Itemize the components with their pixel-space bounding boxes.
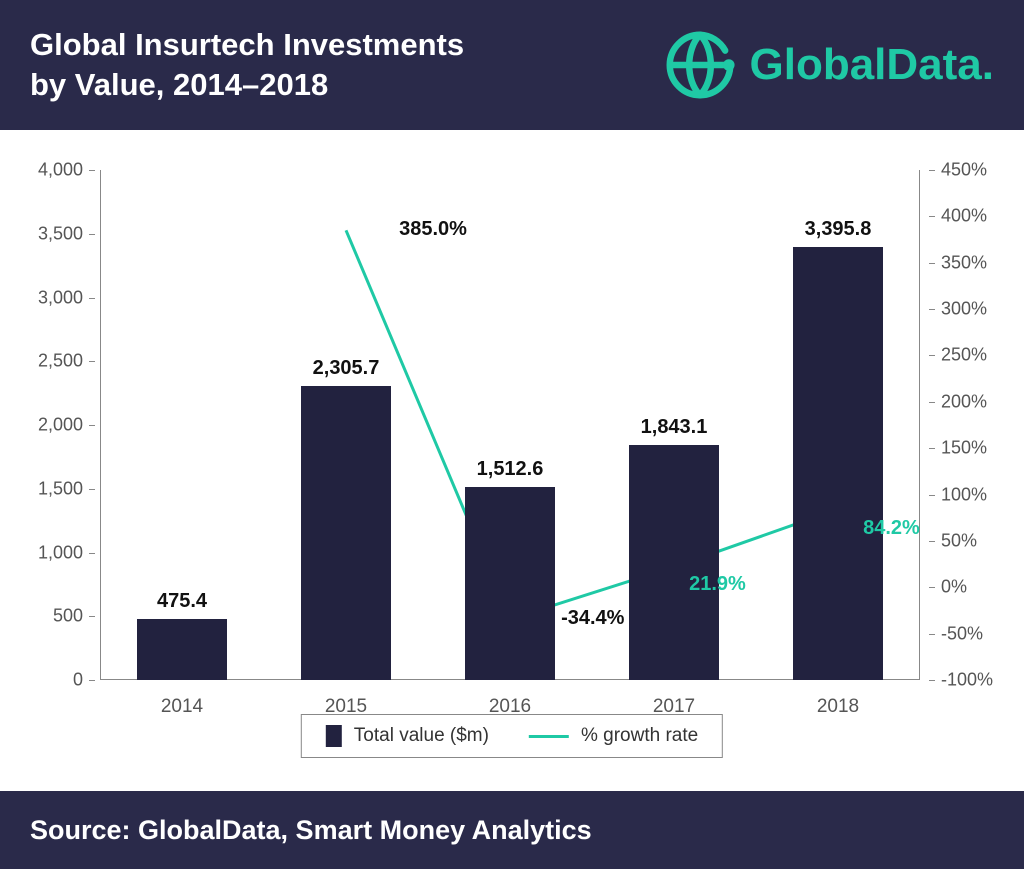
axis-right-line [919, 170, 920, 680]
logo-text: GlobalData. [750, 40, 995, 90]
y-right-tick: 350% [941, 252, 987, 273]
x-category-label: 2016 [489, 680, 531, 718]
bar-value-label: 3,395.8 [805, 218, 872, 247]
bar-value-label: 475.4 [157, 590, 207, 619]
y-left-tick: 3,000 [38, 287, 83, 308]
y-left-tick: 2,000 [38, 415, 83, 436]
source-text: Source: GlobalData, Smart Money Analytic… [30, 815, 592, 846]
legend-line-label: % growth rate [581, 725, 698, 747]
y-right-tick: -50% [941, 623, 983, 644]
chart-title: Global Insurtech Investments by Value, 2… [30, 25, 464, 106]
bar [465, 487, 555, 680]
header-bar: Global Insurtech Investments by Value, 2… [0, 0, 1024, 130]
plot-area: 475.420142,305.72015385.0%1,512.62016-34… [100, 170, 920, 680]
y-left-tick: 500 [53, 606, 83, 627]
growth-value-label: -34.4% [561, 607, 624, 630]
bar [629, 445, 719, 680]
bar-value-label: 1,843.1 [641, 416, 708, 445]
footer-bar: Source: GlobalData, Smart Money Analytic… [0, 791, 1024, 869]
bar [137, 619, 227, 680]
y-left-tick: 2,500 [38, 351, 83, 372]
y-axis-right: -100%-50%0%50%100%150%200%250%300%350%40… [929, 170, 1024, 680]
bar [793, 247, 883, 680]
y-right-tick: 0% [941, 577, 967, 598]
x-category-label: 2017 [653, 680, 695, 718]
growth-value-label: 21.9% [689, 573, 746, 596]
y-right-tick: 400% [941, 206, 987, 227]
y-left-tick: 1,000 [38, 542, 83, 563]
globe-icon [664, 29, 736, 101]
y-left-tick: 3,500 [38, 223, 83, 244]
y-right-tick: 200% [941, 391, 987, 412]
y-left-tick: 0 [73, 670, 83, 691]
y-right-tick: 250% [941, 345, 987, 366]
y-right-tick: 450% [941, 160, 987, 181]
growth-value-label: 385.0% [399, 218, 467, 241]
legend-item-line: % growth rate [529, 725, 698, 747]
y-right-tick: -100% [941, 670, 993, 691]
y-right-tick: 50% [941, 530, 977, 551]
infographic-container: Global Insurtech Investments by Value, 2… [0, 0, 1024, 869]
title-line-2: by Value, 2014–2018 [30, 67, 328, 102]
growth-value-label: 84.2% [863, 517, 920, 540]
y-right-tick: 300% [941, 299, 987, 320]
legend: Total value ($m) % growth rate [301, 714, 723, 758]
y-right-tick: 100% [941, 484, 987, 505]
brand-logo: GlobalData. [664, 29, 995, 101]
legend-item-bar: Total value ($m) [326, 725, 489, 747]
y-left-tick: 1,500 [38, 478, 83, 499]
y-left-tick: 4,000 [38, 160, 83, 181]
legend-bar-label: Total value ($m) [354, 725, 489, 747]
y-axis-left: 05001,0001,5002,0002,5003,0003,5004,000 [0, 170, 95, 680]
line-swatch-icon [529, 735, 569, 738]
bar-value-label: 1,512.6 [477, 458, 544, 487]
x-category-label: 2014 [161, 680, 203, 718]
x-category-label: 2018 [817, 680, 859, 718]
bar-value-label: 2,305.7 [313, 357, 380, 386]
y-right-tick: 150% [941, 438, 987, 459]
bar [301, 386, 391, 680]
bar-swatch-icon [326, 725, 342, 747]
title-line-1: Global Insurtech Investments [30, 27, 464, 62]
axis-left-line [100, 170, 101, 680]
chart-area: 05001,0001,5002,0002,5003,0003,5004,000 … [0, 130, 1024, 780]
x-category-label: 2015 [325, 680, 367, 718]
